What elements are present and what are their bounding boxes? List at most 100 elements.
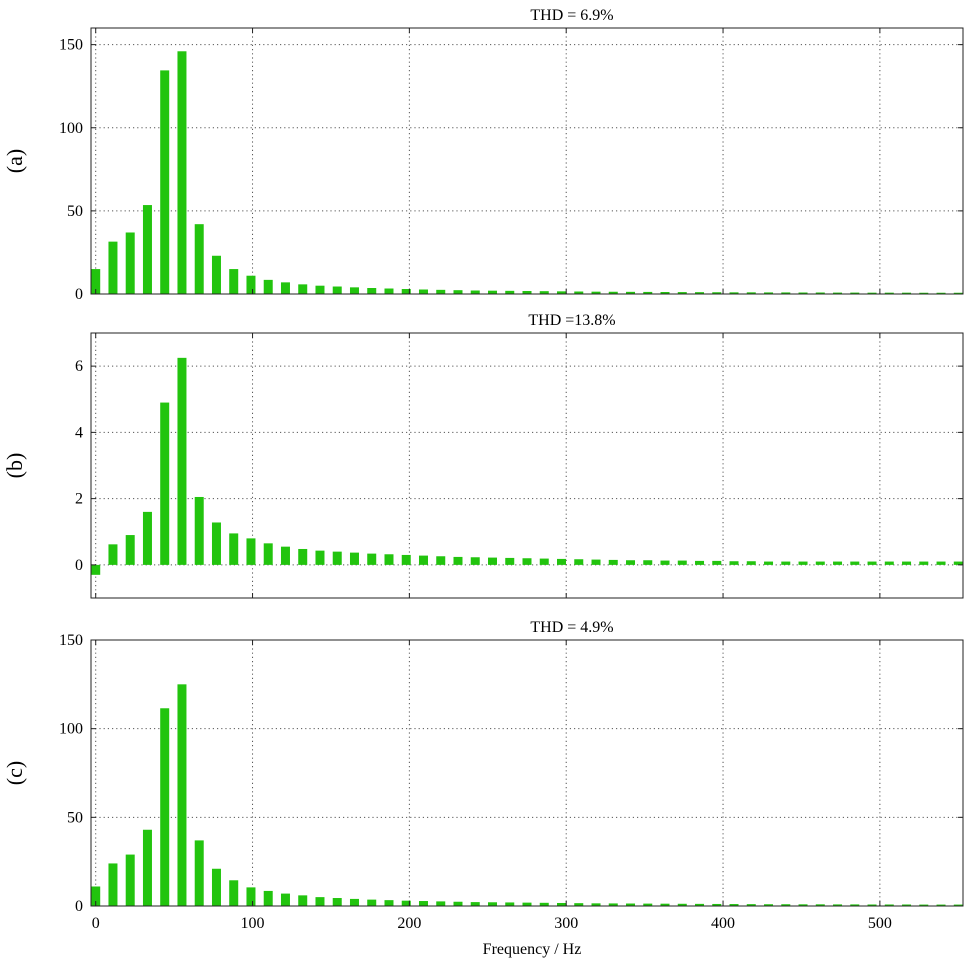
bar bbox=[591, 559, 601, 565]
y-tick-label: 2 bbox=[75, 491, 83, 508]
bar bbox=[798, 904, 808, 906]
bar bbox=[418, 289, 428, 294]
bar bbox=[539, 291, 549, 294]
bar bbox=[608, 903, 618, 906]
bar bbox=[488, 290, 497, 294]
bar bbox=[367, 899, 377, 906]
bar bbox=[229, 533, 239, 565]
y-tick-label: 100 bbox=[59, 721, 83, 738]
bar bbox=[677, 560, 687, 565]
bar bbox=[160, 402, 170, 565]
bar bbox=[850, 561, 860, 565]
bar bbox=[91, 564, 101, 575]
bar bbox=[729, 561, 739, 565]
bar bbox=[108, 544, 118, 565]
bar bbox=[384, 900, 394, 906]
bar bbox=[125, 535, 135, 565]
bar bbox=[729, 904, 739, 906]
plot-frame bbox=[90, 639, 964, 907]
bar bbox=[557, 902, 566, 906]
bar bbox=[850, 292, 860, 295]
bar bbox=[591, 291, 601, 294]
bar bbox=[177, 51, 187, 294]
bar bbox=[643, 903, 653, 906]
bar bbox=[280, 282, 290, 294]
bar bbox=[522, 902, 532, 906]
bar bbox=[919, 561, 929, 565]
x-axis-label: Frequency / Hz bbox=[483, 941, 582, 958]
bar bbox=[280, 893, 290, 906]
bar bbox=[505, 290, 515, 294]
bar bbox=[936, 904, 946, 907]
bar bbox=[591, 903, 601, 906]
y-tick-label: 100 bbox=[59, 120, 83, 137]
bar bbox=[660, 292, 670, 294]
panel-label: (b) bbox=[2, 453, 27, 479]
bar bbox=[815, 561, 825, 565]
bar bbox=[91, 886, 101, 906]
bar bbox=[712, 292, 722, 294]
bar bbox=[867, 904, 877, 907]
bar bbox=[349, 552, 359, 565]
bar bbox=[367, 553, 377, 565]
x-tick-label: 0 bbox=[92, 915, 100, 932]
bar bbox=[418, 901, 428, 906]
bar bbox=[902, 904, 912, 907]
bar bbox=[436, 556, 446, 565]
bar bbox=[953, 561, 963, 565]
bar bbox=[539, 558, 549, 565]
bar bbox=[867, 561, 877, 565]
bar bbox=[263, 279, 273, 294]
chart-title: THD = 4.9% bbox=[530, 619, 613, 636]
bar bbox=[677, 903, 687, 906]
y-tick-label: 150 bbox=[59, 632, 83, 649]
bar bbox=[781, 561, 791, 565]
bar bbox=[781, 292, 791, 295]
bar bbox=[160, 70, 170, 294]
bar bbox=[660, 903, 670, 906]
bar bbox=[505, 902, 515, 906]
chart-title: THD =13.8% bbox=[528, 312, 615, 329]
y-tick-label: 0 bbox=[75, 286, 83, 303]
bar bbox=[125, 232, 135, 294]
bar bbox=[401, 289, 411, 294]
bar bbox=[470, 290, 480, 294]
bar bbox=[488, 902, 497, 906]
bar bbox=[798, 561, 808, 565]
bar bbox=[298, 548, 308, 565]
bar bbox=[643, 560, 653, 565]
bar bbox=[764, 561, 774, 565]
bar bbox=[108, 241, 118, 294]
y-tick-label: 0 bbox=[75, 557, 83, 574]
bar bbox=[315, 897, 325, 906]
bar bbox=[574, 903, 584, 906]
y-tick-label: 4 bbox=[75, 424, 83, 441]
bar bbox=[91, 269, 101, 294]
panel-label: (c) bbox=[2, 761, 27, 785]
bar bbox=[781, 904, 791, 906]
bar bbox=[539, 902, 549, 906]
y-tick-label: 50 bbox=[67, 203, 83, 220]
bar bbox=[349, 287, 359, 294]
bar bbox=[470, 902, 480, 906]
x-tick-label: 300 bbox=[554, 915, 578, 932]
bar bbox=[229, 269, 239, 294]
bar bbox=[367, 288, 377, 294]
bar bbox=[194, 840, 204, 906]
bar bbox=[677, 292, 687, 294]
bar bbox=[695, 560, 705, 565]
bar bbox=[246, 275, 256, 294]
bar bbox=[953, 904, 963, 907]
bar bbox=[246, 887, 256, 906]
bar bbox=[125, 854, 135, 906]
bar bbox=[349, 898, 359, 906]
plot-frame bbox=[90, 332, 964, 599]
bar bbox=[764, 904, 774, 906]
x-tick-label: 100 bbox=[241, 915, 265, 932]
bar bbox=[298, 895, 308, 906]
bar bbox=[108, 863, 118, 906]
bar bbox=[815, 904, 825, 906]
bar bbox=[177, 357, 187, 565]
bar bbox=[626, 560, 636, 565]
chart-panel-3: 0 50 100 150 0 100 200 300 400 500 THD = 4.9% (c) Fr… bbox=[2, 619, 964, 958]
